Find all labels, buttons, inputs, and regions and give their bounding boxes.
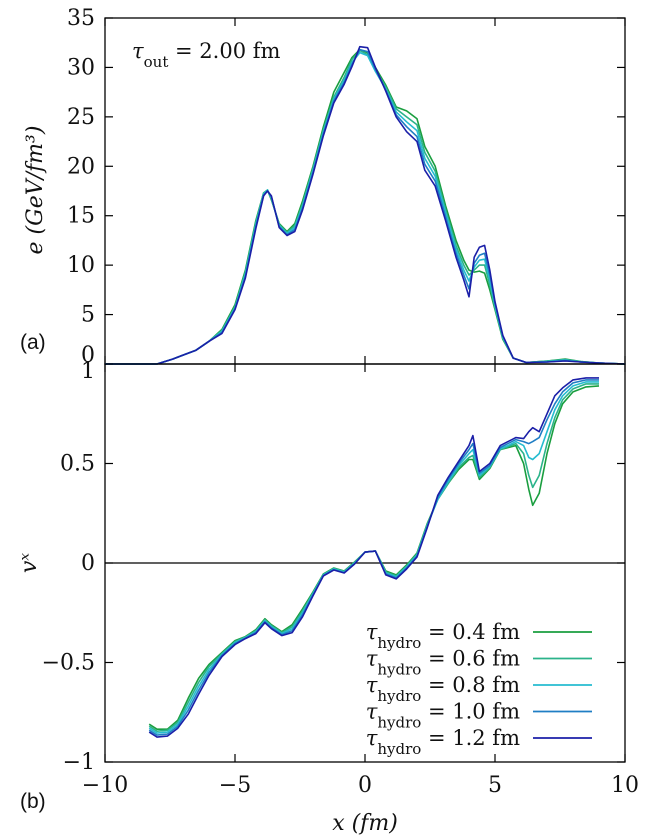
b-ytick-label: −0.5 — [42, 651, 95, 676]
a-ytick-label: 0 — [81, 343, 95, 368]
a-ytick-label: 35 — [67, 6, 95, 31]
a-ytick-label: 30 — [67, 55, 95, 80]
a-series-line-3 — [105, 51, 626, 365]
legend-entry-label: τhydro = 0.8 fm — [366, 673, 520, 705]
b-ytick-label: 0 — [81, 551, 95, 576]
legend-entry-label: τhydro = 1.0 fm — [366, 700, 520, 732]
a-series-line-2 — [105, 49, 626, 365]
annotation-tau-symbol: τ — [132, 39, 144, 63]
panel-a-series — [105, 45, 626, 365]
b-xtick-label: −10 — [82, 773, 128, 798]
annotation-tau-subscript: out — [144, 53, 169, 71]
panel-a-ylabel: e (GeV/fm³) — [23, 126, 48, 255]
a-ytick-label: 5 — [81, 303, 95, 328]
b-series-line-5 — [148, 377, 599, 738]
a-series-line-5 — [105, 45, 626, 365]
panel-b-ticks: −1 −0.5 0 0.5 1 −10 −5 0 5 10 — [42, 359, 639, 798]
panel-b-ylabel: vˣ — [17, 553, 42, 573]
a-series-line-4 — [105, 48, 626, 365]
b-ytick-label: −1 — [63, 750, 95, 775]
panel-a-energy-density: 0 5 10 15 20 25 30 35 (a) τout = 2.00 fm e (GeV… — [20, 6, 626, 368]
b-xtick-label: 10 — [611, 773, 639, 798]
a-ytick-label: 15 — [67, 204, 95, 229]
b-xtick-label: 0 — [358, 773, 372, 798]
a-ytick-label: 20 — [67, 154, 95, 179]
annotation-tau-value: = 2.00 fm — [168, 39, 280, 63]
legend-entry-label: τhydro = 0.6 fm — [366, 647, 520, 679]
legend-entry-label: τhydro = 0.4 fm — [366, 620, 520, 652]
panel-a-label: (a) — [20, 331, 46, 354]
b-xtick-label: 5 — [488, 773, 502, 798]
panel-a-annotation-tau-out: τout = 2.00 fm — [132, 39, 281, 71]
panel-a-frame — [104, 17, 626, 365]
b-ytick-label: 0.5 — [60, 452, 95, 477]
panel-b-series — [148, 377, 600, 738]
a-ytick-label: 25 — [67, 105, 95, 130]
legend-entry-label: τhydro = 1.2 fm — [366, 726, 520, 758]
panel-b-label: (b) — [20, 790, 46, 813]
panel-b-xlabel: x (fm) — [332, 811, 398, 836]
a-ytick-label: 10 — [67, 253, 95, 278]
panel-b-velocity: −1−0.500.51−10 −5 0 5 10 τhydro = 0.4 fmτhyd… — [17, 359, 639, 836]
panel-a-ticks: 0 5 10 15 20 25 30 35 — [67, 6, 626, 368]
a-series-line-1 — [105, 48, 626, 365]
b-xtick-label: −5 — [219, 773, 251, 798]
b-ytick-label: 1 — [81, 359, 95, 384]
